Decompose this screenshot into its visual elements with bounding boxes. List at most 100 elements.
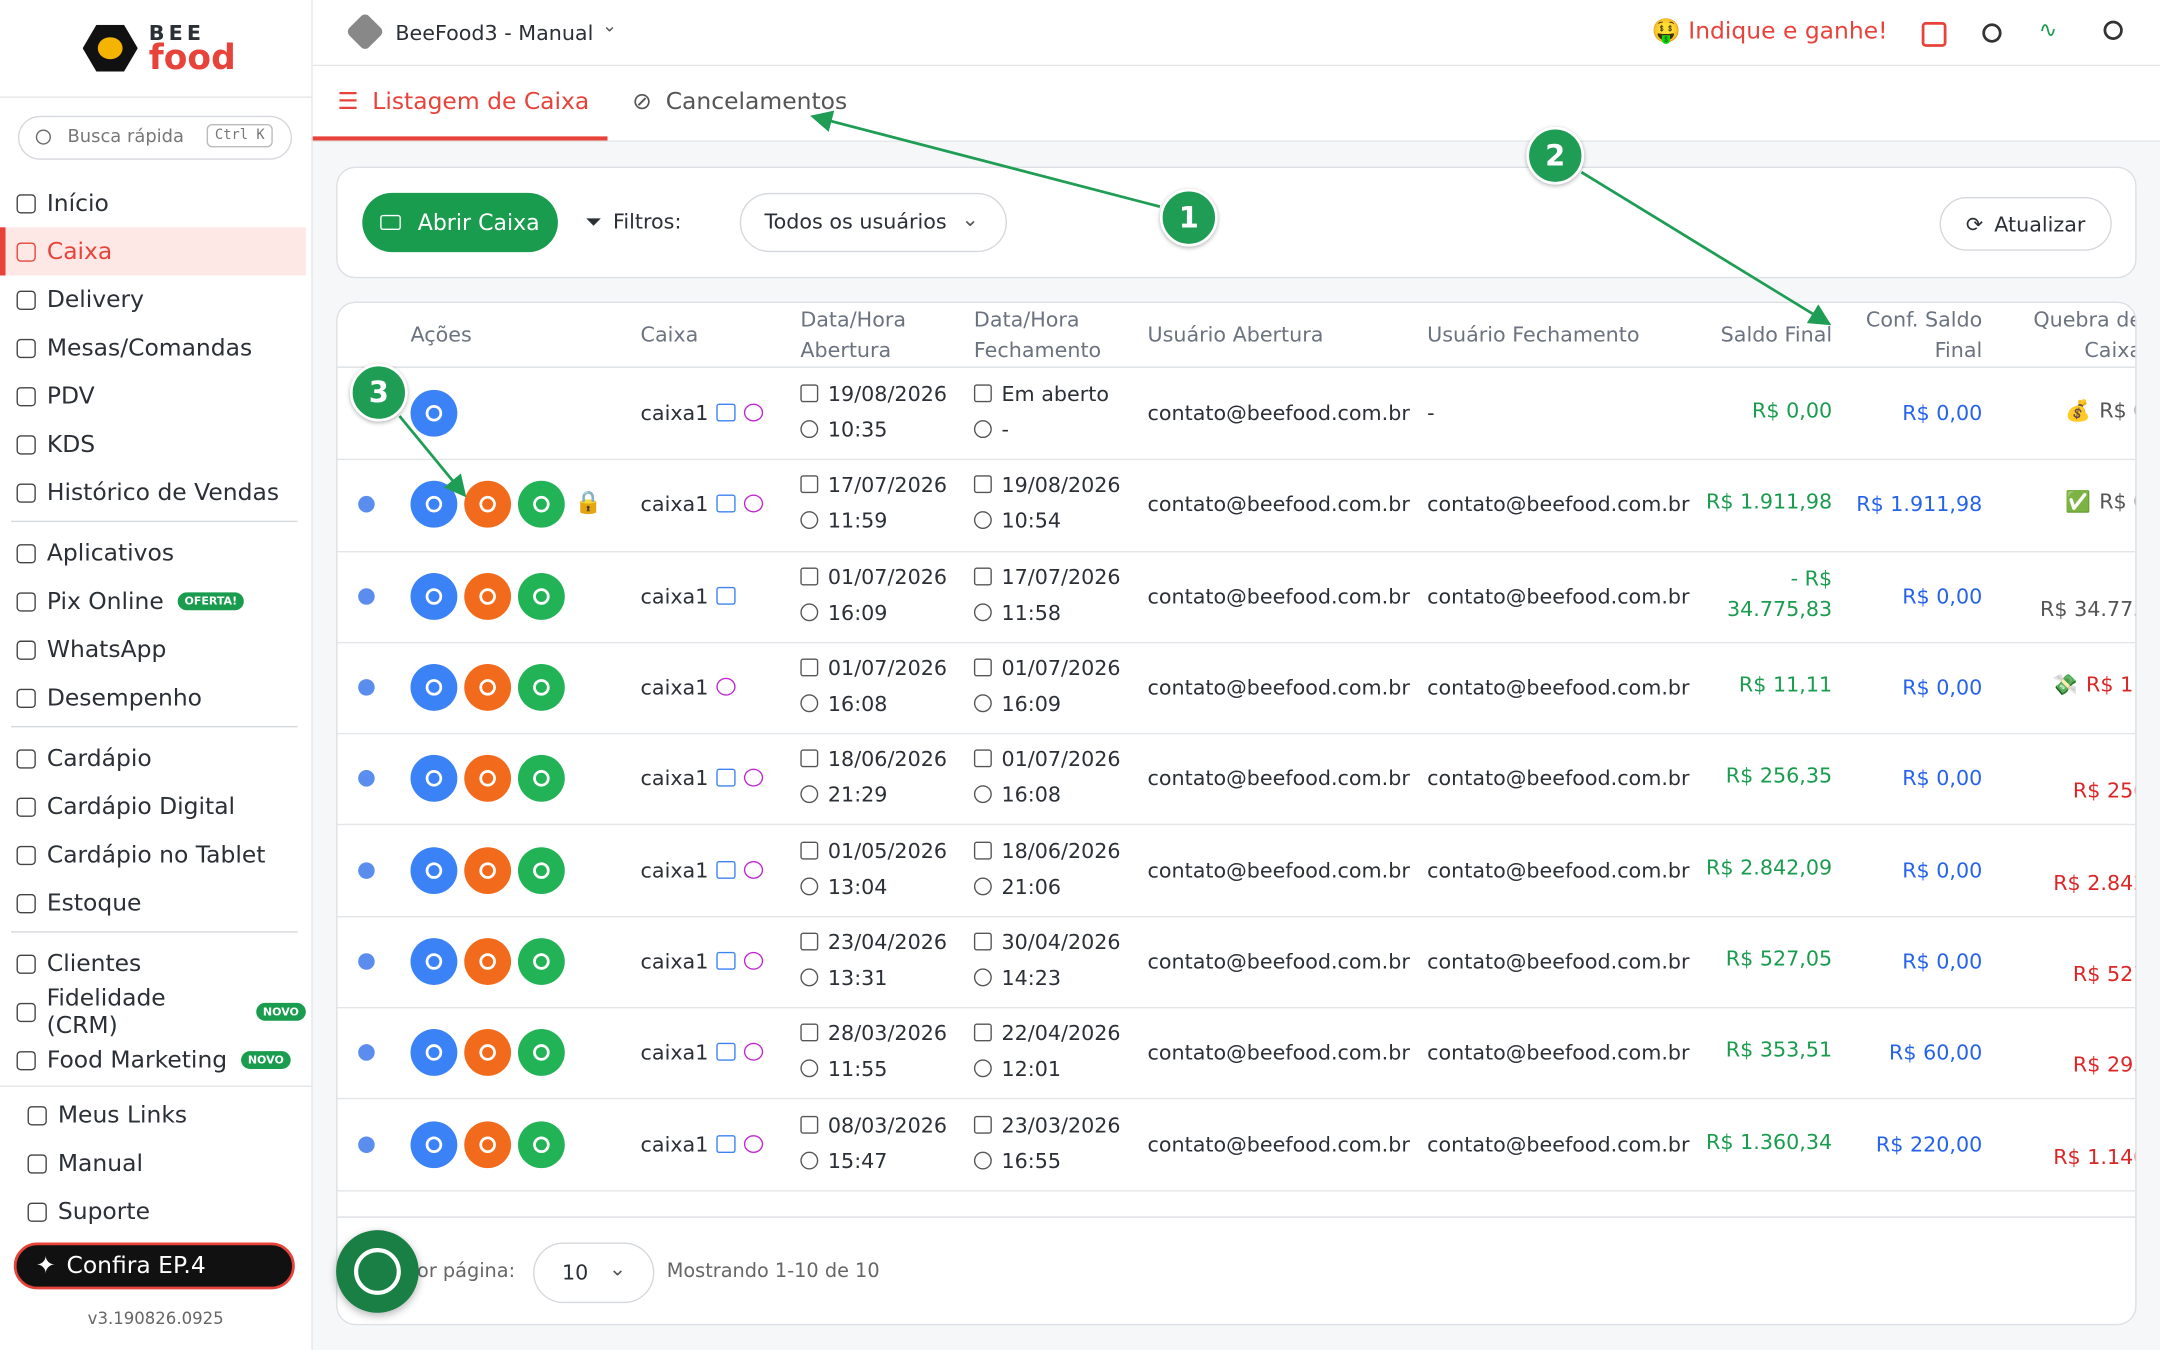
action-button[interactable]: [464, 664, 512, 711]
quebra-cell: 💰 R$ 0,00: [2014, 396, 2135, 426]
action-button[interactable]: [464, 938, 512, 985]
whatsapp-button[interactable]: [336, 1230, 419, 1313]
separator: [11, 520, 298, 523]
conf-saldo: R$ 0,00: [1902, 949, 1983, 974]
nav-item[interactable]: Início: [0, 179, 306, 227]
nav-item[interactable]: WhatsApp: [0, 625, 306, 673]
user-close: contato@beefood.com.br: [1427, 857, 1690, 883]
nav-label: Meus Links: [57, 1101, 188, 1129]
print-icon[interactable]: [1921, 22, 1947, 47]
calendar-icon: [973, 841, 992, 860]
action-button[interactable]: [464, 1120, 512, 1168]
action-button[interactable]: [410, 1029, 458, 1077]
open-time: 21:29: [800, 777, 887, 813]
action-icon: [479, 496, 496, 514]
nav-item[interactable]: Meus Links: [0, 1091, 317, 1139]
nav-item[interactable]: Pix Online OFERTA!: [0, 577, 306, 625]
user-icon[interactable]: [2103, 20, 2123, 40]
nav-item[interactable]: Clientes: [0, 939, 306, 987]
open-button[interactable]: Abrir Caixa: [362, 192, 558, 253]
store-name[interactable]: BeeFood3 - Manual: [395, 20, 594, 46]
action-button[interactable]: [517, 572, 565, 620]
action-button[interactable]: [410, 755, 458, 803]
search-box[interactable]: Busca rápida Ctrl K: [17, 115, 293, 160]
close-date: 30/04/2026: [973, 924, 1121, 960]
nav-item[interactable]: Delivery: [0, 276, 306, 324]
nav-label: Desempenho: [46, 683, 202, 712]
annotation: 2: [1526, 126, 1585, 185]
action-button[interactable]: [464, 755, 512, 803]
tab-active[interactable]: ☰ Listagem de Caixa: [337, 88, 590, 116]
nav-icon: [16, 543, 36, 563]
action-button[interactable]: [517, 1120, 565, 1168]
clock-icon: [800, 420, 819, 439]
nav-icon: [27, 1153, 47, 1173]
nav-label: Pix Online: [46, 587, 164, 616]
action-button[interactable]: [517, 481, 565, 529]
nav-item[interactable]: Manual: [0, 1139, 317, 1187]
referral-link[interactable]: 🤑 Indique e ganhe!: [1651, 17, 1888, 46]
nav-item[interactable]: Estoque: [0, 879, 306, 927]
clock-icon: [800, 603, 819, 621]
nav-item[interactable]: PDV: [0, 372, 306, 420]
action-button[interactable]: [410, 664, 458, 711]
time-text: 21:29: [827, 782, 888, 808]
action-button[interactable]: [410, 390, 458, 437]
action-icon: [425, 679, 443, 696]
nav-icon: [16, 748, 36, 768]
action-icon: [533, 861, 550, 879]
date-text: 17/07/2026: [1001, 564, 1121, 590]
nav-item[interactable]: Mesas/Comandas: [0, 324, 306, 372]
theme-icon[interactable]: [1982, 23, 2002, 43]
nav-item[interactable]: Caixa: [0, 227, 306, 276]
nav-item[interactable]: Cardápio Digital: [0, 782, 306, 830]
channel-icon: [744, 1134, 764, 1153]
time-text: 10:54: [1001, 508, 1062, 534]
action-button[interactable]: [464, 572, 512, 620]
nav-icon: [16, 688, 36, 708]
nav-item[interactable]: Histórico de Vendas: [0, 468, 306, 516]
per-page-select[interactable]: 10 ⌄: [533, 1242, 655, 1304]
status-icon[interactable]: ∿: [2038, 16, 2058, 43]
conf-saldo: R$ 0,00: [1902, 583, 1983, 609]
user-close: contato@beefood.com.br: [1427, 949, 1690, 974]
nav-item[interactable]: Desempenho: [0, 674, 306, 722]
separator: [11, 931, 298, 933]
action-button[interactable]: [410, 1120, 458, 1168]
close-date: 01/07/2026: [973, 650, 1121, 686]
action-button[interactable]: [517, 664, 565, 711]
action-button[interactable]: [464, 846, 512, 894]
action-button[interactable]: [517, 1029, 565, 1077]
action-button[interactable]: [410, 572, 458, 620]
date-text: 18/06/2026: [1001, 838, 1121, 864]
nav-icon: [16, 796, 36, 817]
open-date: 01/07/2026: [800, 559, 947, 595]
status-dot: [358, 770, 375, 788]
quebra-icon: ✅: [2065, 489, 2091, 515]
action-button[interactable]: [464, 1029, 512, 1077]
nav-item[interactable]: Suporte: [0, 1187, 317, 1235]
close-time: 21:06: [973, 869, 1061, 905]
nav-item[interactable]: KDS: [0, 420, 306, 468]
action-button[interactable]: [517, 938, 565, 985]
nav-label: Aplicativos: [46, 539, 175, 567]
nav-item[interactable]: Food Marketing NOVO: [0, 1036, 306, 1084]
action-button[interactable]: [464, 481, 512, 529]
refresh-button[interactable]: ⟳ Atualizar: [1939, 196, 2112, 251]
date-text: 30/04/2026: [1001, 929, 1121, 955]
action-icon: [425, 587, 443, 605]
nav-label: KDS: [46, 430, 96, 459]
action-button[interactable]: [410, 938, 458, 985]
cta-button[interactable]: ✦ Confira EP.4: [13, 1242, 295, 1290]
nav-item[interactable]: Fidelidade (CRM) NOVO: [0, 984, 306, 1039]
clock-icon: [800, 785, 819, 804]
action-button[interactable]: [410, 846, 458, 894]
action-button[interactable]: [517, 755, 565, 803]
nav-item[interactable]: Cardápio no Tablet: [0, 831, 306, 879]
nav-item[interactable]: Aplicativos: [0, 529, 306, 577]
user-filter[interactable]: Todos os usuários ⌄: [739, 192, 1007, 253]
action-button[interactable]: [517, 846, 565, 894]
nav-item[interactable]: Cardápio: [0, 734, 306, 782]
clock-icon: [973, 603, 992, 621]
